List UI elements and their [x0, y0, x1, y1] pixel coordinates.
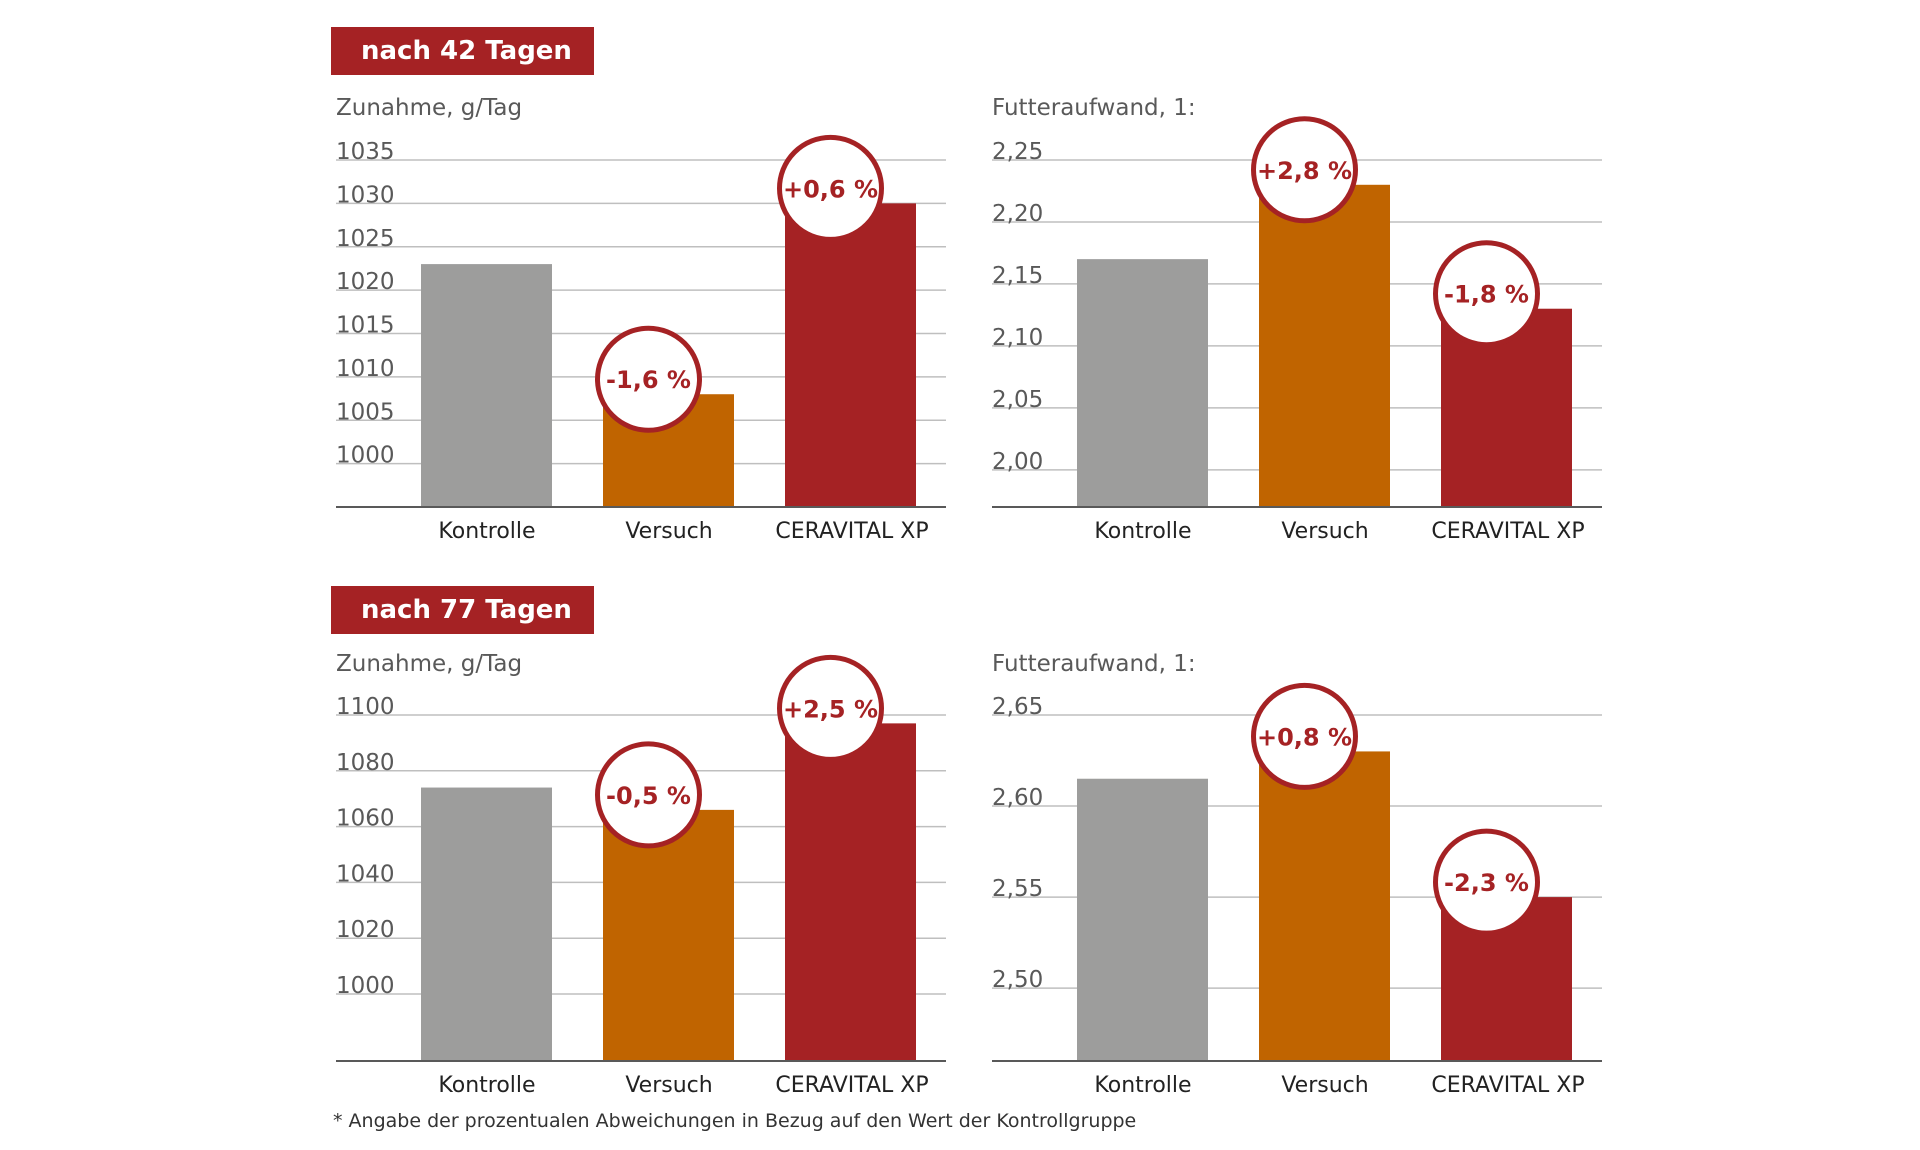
- percent-badge-circle: [777, 654, 884, 762]
- category-label: Kontrolle: [438, 1073, 535, 1098]
- section-banner-77-days: nach 77 Tagen: [331, 586, 594, 634]
- y-tick-label: 2,15: [992, 263, 1043, 289]
- category-label: CERAVITAL XP: [1431, 519, 1584, 544]
- bar-kontrolle: [1077, 778, 1208, 1061]
- y-tick-label: 1040: [336, 861, 395, 887]
- y-tick-label: 2,10: [992, 325, 1043, 351]
- chart-title: Zunahme, g/Tag: [336, 95, 522, 121]
- percent-badge-label: +2,5 %: [783, 695, 878, 723]
- y-tick-label: 1005: [336, 399, 395, 425]
- footnote: * Angabe der prozentualen Abweichungen i…: [333, 1110, 1137, 1132]
- category-label: Versuch: [625, 1073, 712, 1098]
- percent-badge-circle: [1251, 682, 1358, 790]
- y-tick-label: 1010: [336, 356, 395, 382]
- y-tick-label: 1035: [336, 139, 395, 165]
- percent-badge-label: +2,8 %: [1257, 157, 1352, 185]
- section-banner-42-days: nach 42 Tagen: [331, 27, 594, 75]
- percent-badge-label: +0,8 %: [1257, 723, 1352, 751]
- y-tick-label: 1000: [336, 443, 395, 469]
- y-tick-label: 2,65: [992, 694, 1043, 720]
- chart-panel-4: Futteraufwand, 1: 2,50 2,55 2,60 2,65 Kontrol…: [992, 651, 1602, 1098]
- y-tick-label: 2,50: [992, 967, 1043, 993]
- y-tick-label: 1060: [336, 806, 395, 832]
- percent-badge-label: -1,6 %: [606, 366, 691, 394]
- percent-badge-circle: [1433, 828, 1540, 936]
- chart-title: Futteraufwand, 1:: [992, 651, 1196, 677]
- percent-badge-circle: [777, 134, 884, 242]
- percent-badge-circle: [595, 741, 702, 849]
- percent-badge-circle: [595, 325, 702, 433]
- chart-panel-1: Zunahme, g/Tag 1000 1005 1010 1015 1020 1025 10…: [336, 95, 946, 544]
- y-tick-label: 1015: [336, 313, 395, 339]
- category-label: Kontrolle: [1094, 519, 1191, 544]
- y-tick-label: 1020: [336, 269, 395, 295]
- bar-kontrolle: [421, 787, 552, 1061]
- y-tick-label: 2,55: [992, 876, 1043, 902]
- y-tick-label: 1000: [336, 973, 395, 999]
- chart-panel-2: Futteraufwand, 1: 2,00 2,05 2,10 2,15 2,20 2,2…: [992, 95, 1602, 544]
- y-tick-label: 2,60: [992, 785, 1043, 811]
- y-tick-label: 2,00: [992, 449, 1043, 475]
- bar-kontrolle: [1077, 259, 1208, 507]
- percent-badge-circle: [1433, 240, 1540, 348]
- percent-badge-circle: [1251, 116, 1358, 224]
- chart-panel-3: Zunahme, g/Tag 1000 1020 1040 1060 1080 1100 Ko…: [336, 651, 946, 1098]
- y-tick-label: 2,05: [992, 387, 1043, 413]
- bar-kontrolle: [421, 264, 552, 507]
- y-tick-label: 1020: [336, 917, 395, 943]
- chart-title: Zunahme, g/Tag: [336, 651, 522, 677]
- bar-ceravital-xp: [785, 723, 916, 1061]
- percent-badge-label: -1,8 %: [1444, 281, 1529, 309]
- percent-badge-label: -2,3 %: [1444, 869, 1529, 897]
- category-label: CERAVITAL XP: [775, 1073, 928, 1098]
- category-label: Kontrolle: [438, 519, 535, 544]
- category-label: Versuch: [625, 519, 712, 544]
- bar-versuch: [1259, 751, 1390, 1061]
- y-tick-label: 1025: [336, 226, 395, 252]
- y-tick-label: 2,20: [992, 201, 1043, 227]
- chart-title: Futteraufwand, 1:: [992, 95, 1196, 121]
- bar-versuch: [603, 809, 734, 1061]
- y-tick-label: 2,25: [992, 139, 1043, 165]
- percent-badge-label: +0,6 %: [783, 175, 878, 203]
- bar-ceravital-xp: [785, 203, 916, 507]
- category-label: Versuch: [1281, 1073, 1368, 1098]
- y-tick-label: 1030: [336, 182, 395, 208]
- category-label: CERAVITAL XP: [1431, 1073, 1584, 1098]
- percent-badge-label: -0,5 %: [606, 782, 691, 810]
- category-label: CERAVITAL XP: [775, 519, 928, 544]
- y-tick-label: 1080: [336, 750, 395, 776]
- bar-versuch: [1259, 184, 1390, 508]
- category-label: Versuch: [1281, 519, 1368, 544]
- y-tick-label: 1100: [336, 694, 395, 720]
- category-label: Kontrolle: [1094, 1073, 1191, 1098]
